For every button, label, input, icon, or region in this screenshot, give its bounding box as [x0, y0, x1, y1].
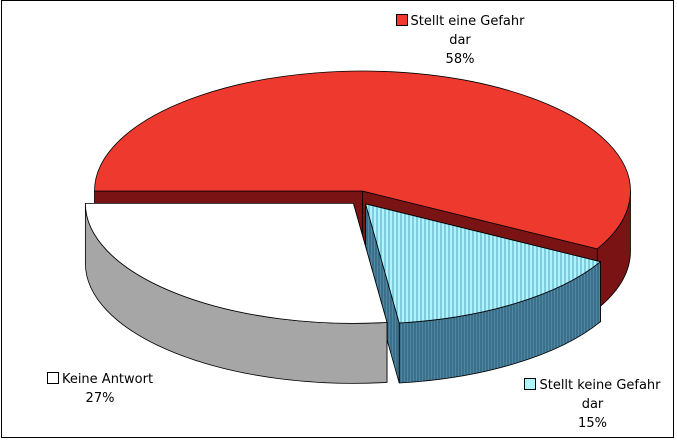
- slice-label: Keine Antwort 27%: [35, 370, 165, 408]
- slice-value: 15%: [578, 416, 607, 431]
- slice-label: Stellt eine Gefahr dar 58%: [385, 12, 535, 69]
- slice-value: 27%: [85, 391, 115, 406]
- slice-label: Stellt keine Gefahr dar 15%: [515, 376, 670, 433]
- pie-slice: [365, 203, 602, 324]
- legend-swatch: [395, 14, 408, 26]
- pie-slice: [84, 202, 388, 324]
- legend-swatch: [46, 372, 59, 384]
- legend-swatch: [524, 378, 537, 390]
- pie-slice: [94, 70, 631, 250]
- slice-name: Stellt eine Gefahr dar: [410, 14, 525, 48]
- slice-name: Stellt keine Gefahr dar: [539, 378, 661, 412]
- slice-name: Keine Antwort: [61, 372, 154, 387]
- slice-value: 58%: [445, 52, 475, 67]
